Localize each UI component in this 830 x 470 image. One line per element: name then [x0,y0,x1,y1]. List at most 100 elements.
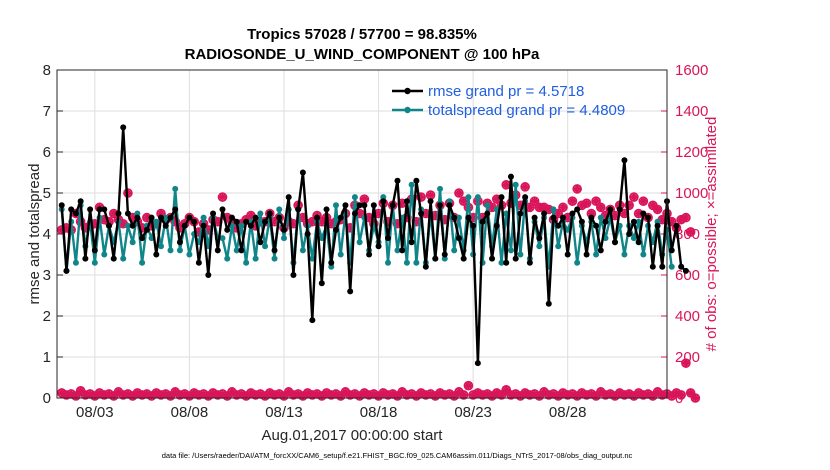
rmse-point [243,218,250,225]
rmse-point [645,214,652,221]
totalspread-point [512,181,519,188]
cross-bar [526,203,534,211]
cross-bar [644,390,652,398]
cross-bar [521,389,529,397]
rmse-point [195,259,202,266]
rmse-point [569,210,576,217]
rmse-point [611,239,618,246]
rmse-point [380,198,387,205]
totalspread-point [243,259,250,266]
totalspread-point [550,206,557,213]
totalspread-point [351,194,358,201]
cross-bar [143,390,151,398]
rmse-line [60,126,687,365]
y-tick-label: 2 [43,308,51,325]
rmse-point [271,247,278,254]
legend-spread-marker [404,106,411,114]
cross-bar [649,201,657,209]
cross-bar [672,389,681,397]
cross-bar [209,389,217,397]
cross-bar [105,390,113,398]
rmse-point [214,247,221,254]
cross-bar [124,390,132,398]
totalspread-point [318,235,325,242]
rmse-point [257,239,264,246]
totalspread-point [224,255,231,262]
cross-bar [682,359,690,367]
obs-assimilated-marker [686,227,695,236]
y-right-tick-label: 600 [675,267,700,284]
cross-bar [218,193,227,201]
cross-bar [266,389,274,397]
totalspread-point [139,259,146,266]
cross-bar [275,390,283,398]
cross-bar [653,388,662,396]
rmse-point [323,206,330,213]
rmse-point [531,214,538,221]
rmse-point [668,247,675,254]
cross-bar [635,209,643,218]
totalspread-point [186,251,193,258]
rmse-point [158,214,165,221]
obs-assimilated-marker [454,189,463,197]
cross-bar [360,389,368,397]
totalspread-point [271,255,278,262]
data-file-footnote: data file: /Users/raeder/DAI/ATM_forcXX/… [162,451,633,460]
rmse-point [91,247,98,254]
cross-bar [559,389,567,397]
totalspread-point [455,214,462,221]
obs-assimilated-marker [459,197,468,206]
cross-bar [304,389,312,397]
totalspread-point [635,218,642,225]
cross-bar [190,389,198,397]
rmse-point [106,222,113,229]
rmse-point [517,210,524,217]
cross-bar [639,197,647,205]
totalspread-point [72,259,79,266]
totalspread-point [474,194,481,201]
rmse-point [276,214,283,221]
rmse-point [115,210,122,217]
cross-bar [181,390,189,398]
rmse-point [578,218,585,225]
totalspread-point [574,259,581,266]
cross-bar [625,390,633,398]
rmse-point [191,218,198,225]
rmse-point [110,255,117,262]
cross-bar [58,389,66,397]
cross-bar [540,203,548,211]
rmse-point [498,194,505,201]
legend-rmse-marker [404,87,411,95]
totalspread-point [465,194,472,201]
cross-bar [341,388,350,396]
cross-bar [521,183,529,191]
totalspread-point [484,202,491,209]
cross-bar [152,389,160,397]
totalspread-point [280,235,287,242]
rmse-point [148,214,155,221]
cross-bar [365,214,373,222]
x-axis-ticks: 08/03 08/08 08/13 08/18 08/23 08/28 [56,392,663,421]
legend: rmse grand pr = 4.5718 totalspread grand… [392,83,625,119]
cross-bar [214,218,222,226]
rmse-point [332,226,339,233]
rmse-point [394,177,401,184]
rmse-point [72,210,79,217]
cross-bar [620,209,629,218]
y-right-tick-label: 1000 [675,185,708,202]
rmse-point [441,251,448,258]
cross-bar [587,390,595,398]
rmse-point [389,202,396,209]
cross-bar [549,390,558,398]
totalspread-point [101,251,108,258]
rmse-point [129,222,136,229]
rmse-point [550,214,557,221]
rmse-point [503,259,510,266]
rmse-point [555,222,562,229]
totalspread-point [380,194,387,201]
totalspread-point [262,243,269,250]
cross-bar [427,191,435,199]
rmse-point [280,226,287,233]
rmse-point [309,317,316,324]
cross-bar [455,189,463,197]
